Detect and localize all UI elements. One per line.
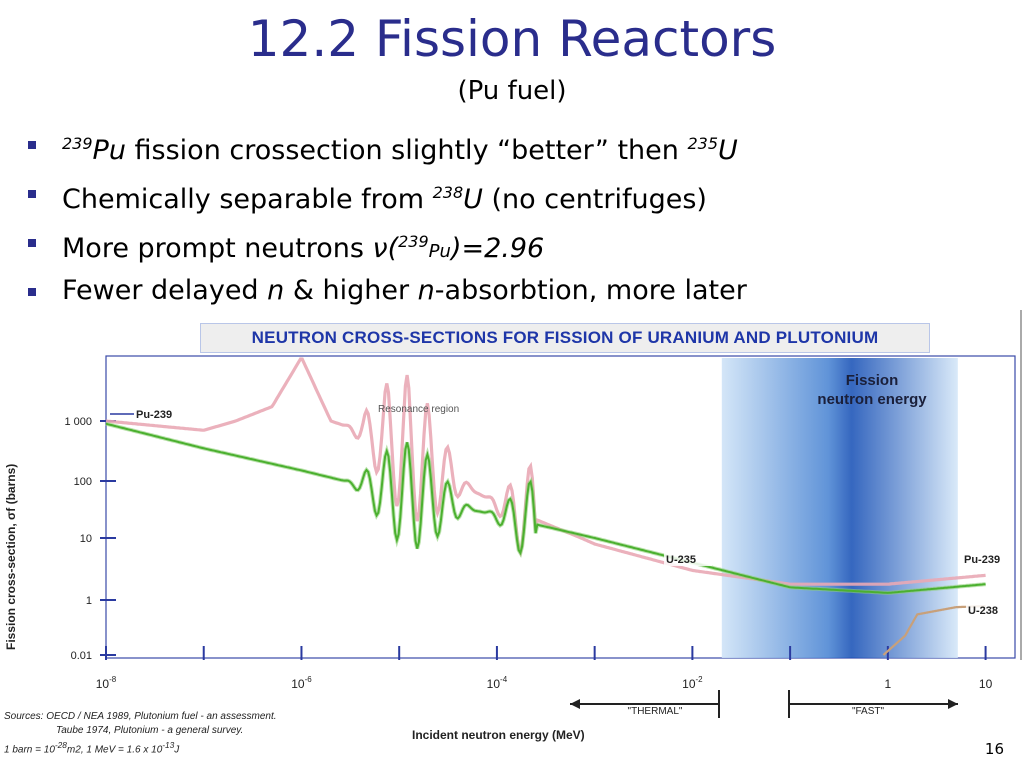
slide-title: 12.2 Fission Reactors <box>247 10 777 68</box>
bullet-item: 239Pu fission crossection slightly “bett… <box>20 124 1010 173</box>
unit-note: 1 barn = 10 <box>4 744 55 756</box>
unit-exponent: -28 <box>54 740 67 750</box>
sources-note: Sources: OECD / NEA 1989, Plutonium fuel… <box>4 710 277 757</box>
bullet-list: 239Pu fission crossection slightly “bett… <box>20 124 1010 320</box>
bullet-square-icon <box>28 141 36 149</box>
bullet-text: More prompt neutrons <box>62 233 373 264</box>
unit-note: m2, 1 MeV = 1.6 x 10 <box>66 744 163 756</box>
bullet-text: fission crossection slightly “better” th… <box>125 135 688 166</box>
unit-note: J <box>174 744 180 756</box>
bullet-square-icon <box>28 288 36 296</box>
neutron-symbol: n <box>417 275 435 306</box>
x-axis-label: Incident neutron energy (MeV) <box>412 728 585 742</box>
bullet-text: -absorbtion, more later <box>434 275 747 306</box>
bullet-text: Chemically separable from <box>62 184 433 215</box>
isotope-mass-superscript: 235 <box>687 134 719 153</box>
isotope-symbol: U <box>718 135 738 166</box>
isotope-mass-superscript: 239 <box>62 134 93 153</box>
bullet-item: More prompt neutrons ν(239Pu)=2.96 <box>20 222 1010 271</box>
isotope-mass-superscript: 239 <box>398 232 429 251</box>
unit-exponent: -13 <box>162 740 175 750</box>
bullet-square-icon <box>28 190 36 198</box>
bullet-item: Fewer delayed n & higher n-absorbtion, m… <box>20 271 1010 320</box>
isotope-symbol: Pu <box>92 135 126 166</box>
bullet-text: Fewer delayed <box>62 275 268 306</box>
bullet-text: (no centrifuges) <box>482 184 707 215</box>
chart-title: NEUTRON CROSS-SECTIONS FOR FISSION OF UR… <box>200 323 930 353</box>
source-line: OECD / NEA 1989, Plutonium fuel - an ass… <box>43 711 277 722</box>
page-number: 16 <box>984 740 1004 758</box>
neutron-symbol: n <box>267 275 285 306</box>
isotope-symbol: Pu <box>428 241 451 262</box>
isotope-symbol: U <box>463 184 483 215</box>
y-axis-label: Fission cross-section, σf (barns) <box>4 463 18 650</box>
bullet-text: )=2.96 <box>450 233 545 264</box>
source-line: Taube 1974, Plutonium - a general survey… <box>56 725 244 736</box>
bullet-text: & higher <box>284 275 418 306</box>
bullet-square-icon <box>28 239 36 247</box>
chart-figure: NEUTRON CROSS-SECTIONS FOR FISSION OF UR… <box>0 318 1024 768</box>
isotope-mass-superscript: 238 <box>432 183 464 202</box>
slide-subtitle: (Pu fuel) <box>457 76 567 106</box>
bullet-item: Chemically separable from 238U (no centr… <box>20 173 1010 222</box>
nu-symbol: ν( <box>372 233 399 264</box>
sources-label: Sources: <box>4 711 44 722</box>
